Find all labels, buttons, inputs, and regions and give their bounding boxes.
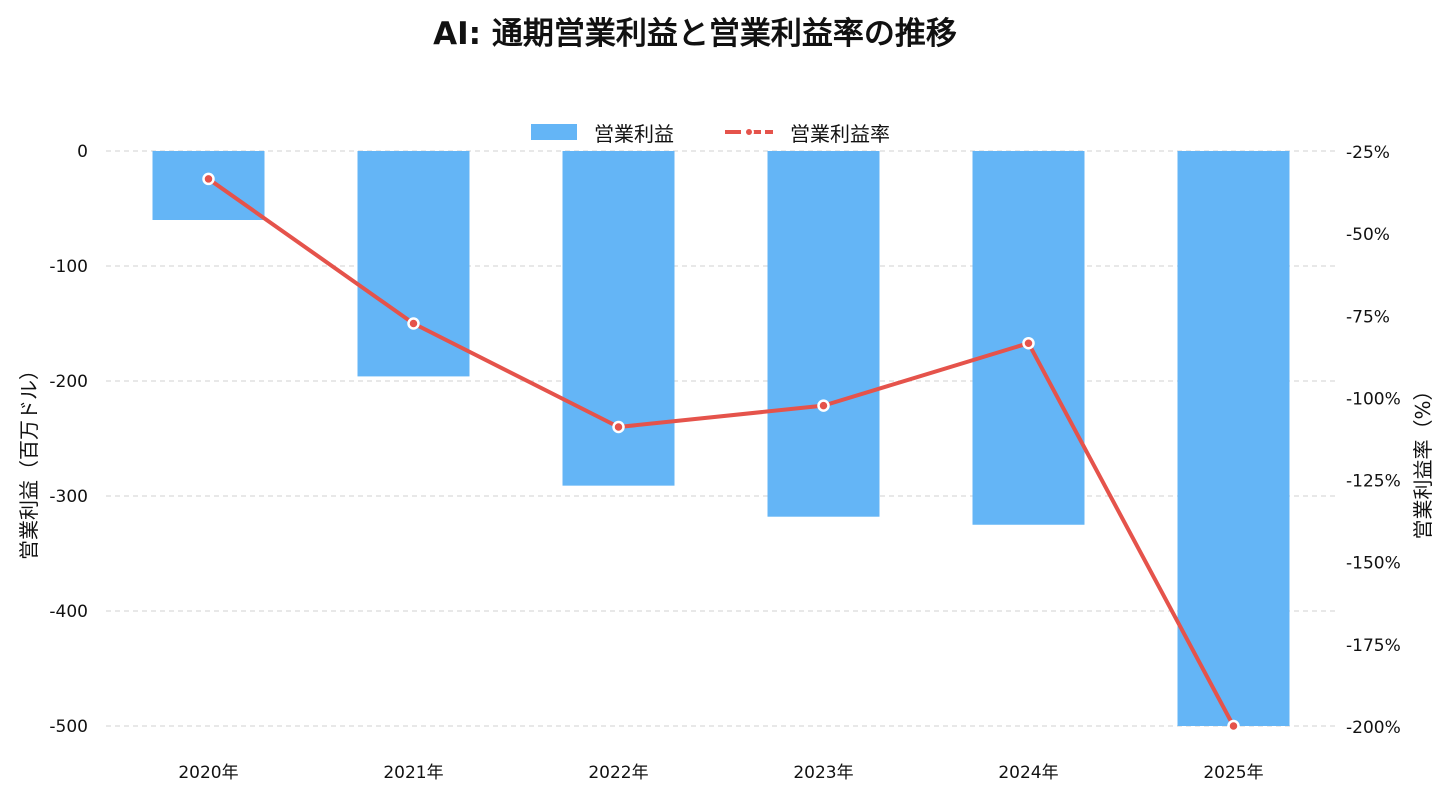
bar <box>767 151 880 517</box>
x-tick-label: 2023年 <box>793 763 853 783</box>
chart-title: AI: 通期営業利益と営業利益率の推移 <box>433 16 957 52</box>
y2-tick-label: -150% <box>1346 554 1401 574</box>
y2-tick-label: -25% <box>1346 143 1390 163</box>
legend-swatch-bar <box>531 124 577 140</box>
line-series <box>207 177 1236 727</box>
y2-tick-label: -75% <box>1346 307 1390 327</box>
y2-tick-label: -200% <box>1346 718 1401 738</box>
y-tick-label: -300 <box>49 487 88 507</box>
y-tick-label: -100 <box>49 257 88 277</box>
legend-label-bar: 営業利益 <box>594 122 674 146</box>
y-tick-label: -500 <box>49 717 88 737</box>
y2-tick-label: -175% <box>1346 636 1401 656</box>
line-point <box>1227 719 1240 733</box>
y-tick-label: -200 <box>49 372 88 392</box>
x-tick-label: 2022年 <box>588 763 648 783</box>
y2-tick-label: -100% <box>1346 389 1401 409</box>
x-tick-label: 2020年 <box>178 763 238 783</box>
line-point <box>1022 336 1035 350</box>
line-point <box>202 172 215 186</box>
line-point <box>407 317 420 330</box>
line-point <box>612 420 625 434</box>
bar <box>152 151 265 220</box>
y-tick-label: 0 <box>77 142 88 162</box>
y-tick-label: -400 <box>49 602 88 622</box>
x-tick-label: 2021年 <box>383 763 443 783</box>
x-tick-label: 2024年 <box>998 763 1058 783</box>
bar <box>357 151 470 377</box>
bar <box>562 151 675 486</box>
legend-marker-line <box>744 127 754 137</box>
y2-tick-label: -125% <box>1346 472 1401 492</box>
y2-axis-label: 営業利益率（%） <box>1411 380 1435 539</box>
x-tick-label: 2025年 <box>1203 763 1263 783</box>
bar <box>1177 151 1290 726</box>
y2-tick-label: -50% <box>1346 225 1390 245</box>
y-axis-label: 営業利益（百万ドル） <box>17 360 41 560</box>
legend-label-line: 営業利益率 <box>790 122 890 146</box>
line-point <box>817 399 830 412</box>
